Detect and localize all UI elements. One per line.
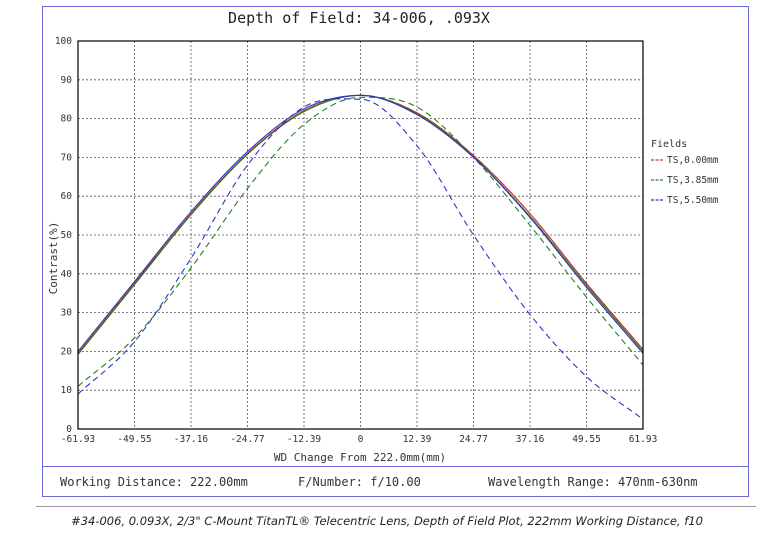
legend: TS,0.00mm TS,3.85mm TS,5.50mm — [651, 155, 719, 206]
plot-area-border — [77, 40, 644, 430]
x-tick-label: -61.93 — [61, 434, 95, 445]
y-tick-label: 100 — [55, 36, 72, 47]
chart-frame — [42, 6, 749, 497]
x-tick-label: -49.55 — [117, 434, 151, 445]
working-distance-text: Working Distance: 222.00mm — [60, 475, 248, 489]
legend-title: Fields — [651, 139, 687, 150]
y-tick-label: 90 — [61, 75, 73, 86]
series-lines — [77, 94, 644, 420]
legend-label: TS,5.50mm — [667, 195, 719, 206]
lens-info-box: Working Distance: 222.00mm F/Number: f/1… — [42, 466, 749, 497]
divider — [36, 506, 756, 507]
y-tick-label: 80 — [61, 114, 73, 125]
x-tick-label: 24.77 — [459, 434, 488, 445]
series-line-sagittal — [77, 96, 644, 387]
grid — [78, 41, 643, 429]
x-tick-label: -24.77 — [230, 434, 264, 445]
tick-labels: -61.93 -49.55 -37.16 -24.77 -12.39 0 12.39 24.7… — [55, 36, 657, 445]
series-line-sagittal — [77, 98, 644, 420]
f-number-text: F/Number: f/10.00 — [298, 475, 421, 489]
y-tick-label: 10 — [61, 385, 73, 396]
x-tick-label: 37.16 — [516, 434, 545, 445]
y-tick-label: 0 — [66, 424, 72, 435]
legend-label: TS,3.85mm — [667, 175, 719, 186]
chart-title: Depth of Field: 34-006, .093X — [228, 9, 490, 27]
x-axis-label: WD Change From 222.0mm(mm) — [274, 451, 446, 464]
x-tick-label: 49.55 — [572, 434, 601, 445]
wavelength-range-text: Wavelength Range: 470nm-630nm — [488, 475, 698, 489]
y-tick-label: 40 — [61, 269, 73, 280]
legend-label: TS,0.00mm — [667, 155, 719, 166]
y-tick-label: 20 — [61, 346, 73, 357]
y-tick-label: 70 — [61, 152, 73, 163]
x-tick-label: 0 — [358, 434, 364, 445]
y-tick-label: 30 — [61, 308, 73, 319]
figure-caption: #34-006, 0.093X, 2/3" C-Mount TitanTL® T… — [71, 514, 703, 528]
x-tick-label: 12.39 — [403, 434, 432, 445]
y-tick-label: 50 — [61, 230, 73, 241]
series-line-tangential — [77, 94, 644, 354]
y-tick-label: 60 — [61, 191, 73, 202]
y-axis-label: Contrast(%) — [47, 222, 60, 295]
x-tick-label: -37.16 — [174, 434, 209, 445]
x-tick-label: 61.93 — [629, 434, 658, 445]
x-tick-label: -12.39 — [287, 434, 322, 445]
